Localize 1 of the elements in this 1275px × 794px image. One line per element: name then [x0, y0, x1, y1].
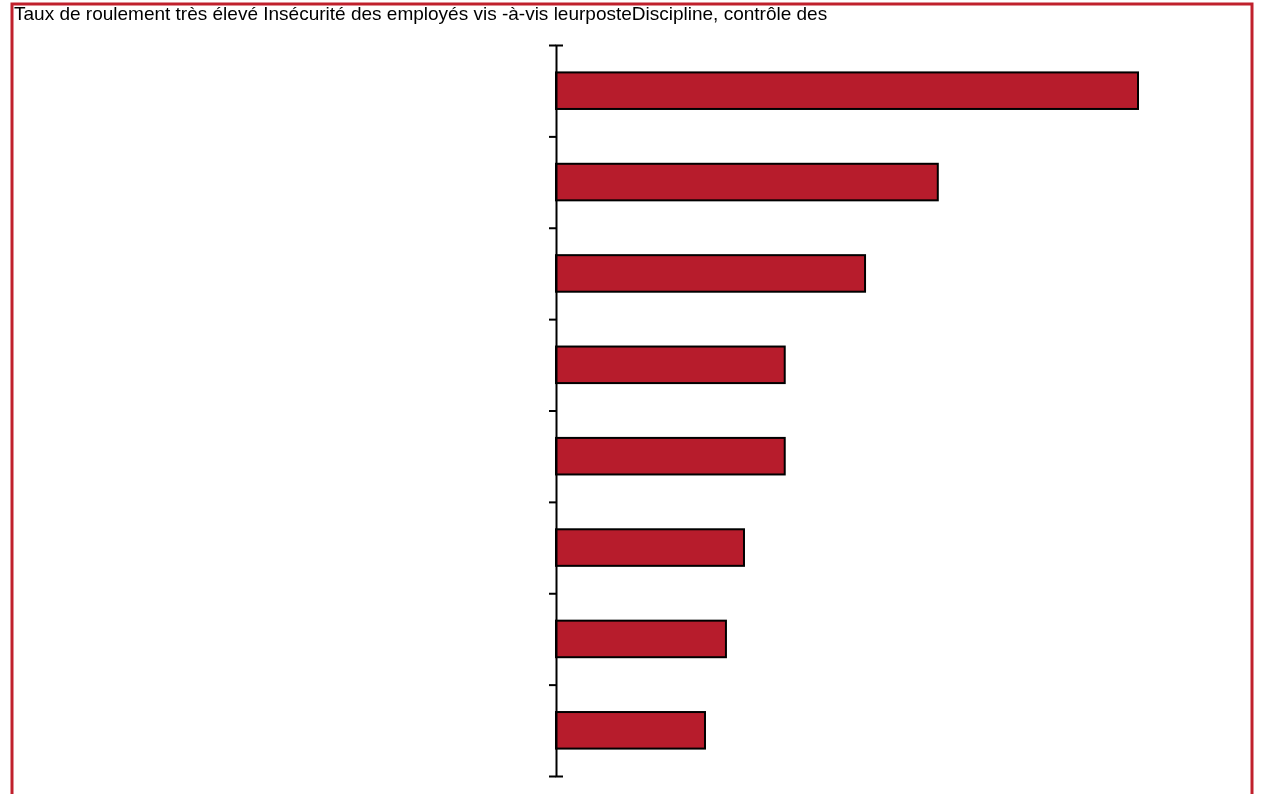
chart-title: Taux de roulement très élevé Insécurité des employés vis -à-vis leurposteDiscipline, contrôle des: [14, 3, 828, 24]
